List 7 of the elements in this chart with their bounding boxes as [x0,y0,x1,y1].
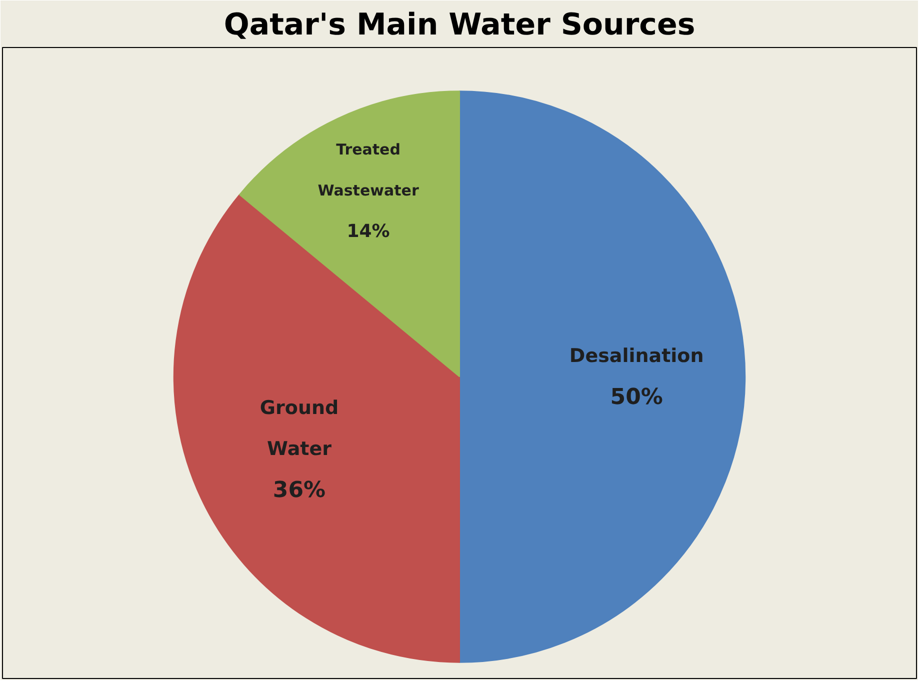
slice-label: Ground Water [260,396,339,460]
data-label: 36% [272,478,326,503]
slice-label: Desalination [569,345,704,368]
data-label: 50% [610,384,663,410]
category-label: Treated Wastewater [318,140,419,200]
data-label: 14% [346,221,390,242]
chart-title: Qatar's Main Water Sources [224,8,696,42]
